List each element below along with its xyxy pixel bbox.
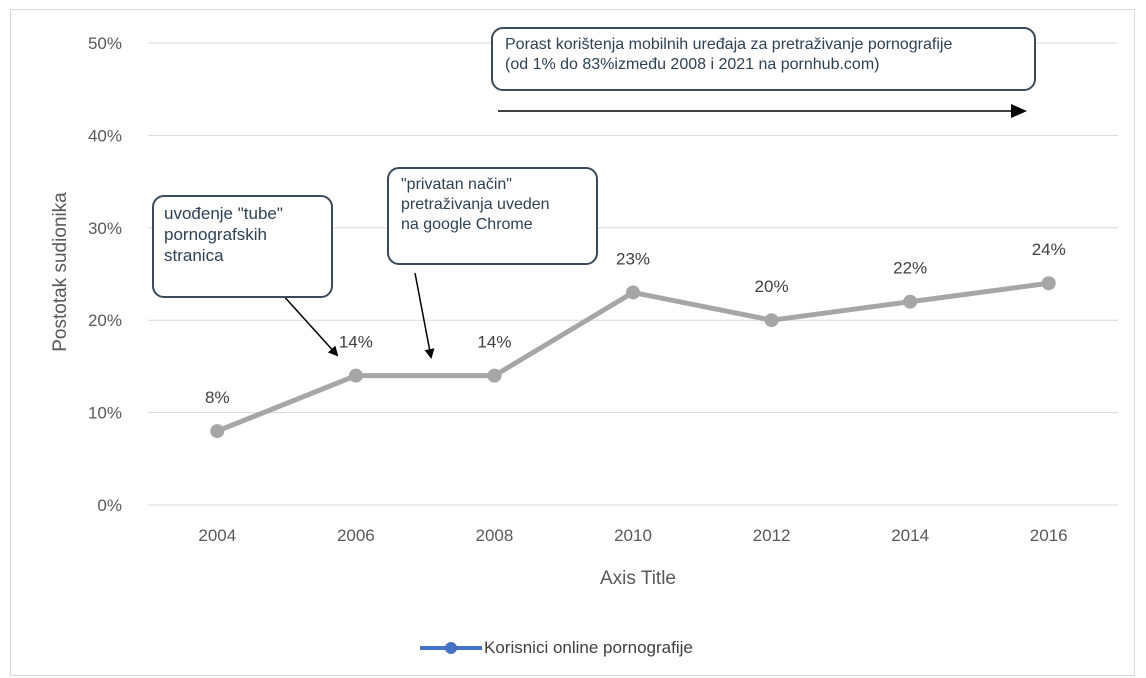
legend: Korisnici online pornografije	[420, 636, 693, 660]
x-tick-label: 2016	[1030, 526, 1068, 545]
data-label: 23%	[616, 249, 650, 268]
data-point	[903, 294, 918, 309]
series-korisnici	[210, 276, 1056, 439]
data-label: 14%	[477, 333, 511, 352]
x-tick-label: 2010	[614, 526, 652, 545]
data-label: 24%	[1032, 240, 1066, 259]
annotation-arrow-chrome	[414, 272, 435, 359]
y-tick-label: 30%	[88, 219, 122, 238]
data-point	[348, 368, 363, 383]
data-label: 22%	[893, 259, 927, 278]
legend-line-marker-icon	[420, 642, 482, 654]
x-axis-title: Axis Title	[600, 568, 676, 589]
data-label: 20%	[755, 277, 789, 296]
data-label: 14%	[339, 333, 373, 352]
data-point	[487, 368, 502, 383]
legend-label: Korisnici online pornografije	[484, 638, 693, 657]
y-tick-label: 40%	[88, 126, 122, 145]
annotation-private-browsing: "privatan način" pretraživanja uveden na…	[387, 167, 598, 265]
annotation-arrow-tube	[280, 292, 339, 357]
data-label: 8%	[205, 388, 230, 407]
chart-frame	[10, 9, 1135, 676]
data-point	[626, 285, 640, 300]
data-point	[764, 313, 779, 328]
y-tick-label: 10%	[88, 404, 122, 423]
x-tick-label: 2006	[337, 526, 375, 545]
x-tick-label: 2012	[753, 526, 791, 545]
series-line	[216, 280, 1050, 434]
y-axis-title: Postotak sudionika	[50, 192, 71, 352]
x-tick-label: 2004	[198, 526, 236, 545]
annotation-mobile-usage: Porast korištenja mobilnih uređaja za pr…	[491, 27, 1036, 91]
data-labels: 8% 14% 14% 23% 20% 22% 24%	[205, 240, 1066, 407]
annotation-tube-sites: uvođenje "tube" pornografskih stranica	[152, 195, 333, 298]
y-tick-label: 20%	[88, 311, 122, 330]
x-tick-label: 2008	[476, 526, 514, 545]
x-tick-label: 2014	[891, 526, 929, 545]
y-axis-ticks: 0% 10% 20% 30% 40% 50%	[88, 34, 122, 515]
x-axis-ticks: 2004 2006 2008 2010 2012 2014 2016	[198, 526, 1067, 545]
y-tick-label: 50%	[88, 34, 122, 53]
data-point	[1041, 276, 1056, 291]
y-tick-label: 0%	[97, 496, 122, 515]
data-point	[210, 424, 225, 439]
